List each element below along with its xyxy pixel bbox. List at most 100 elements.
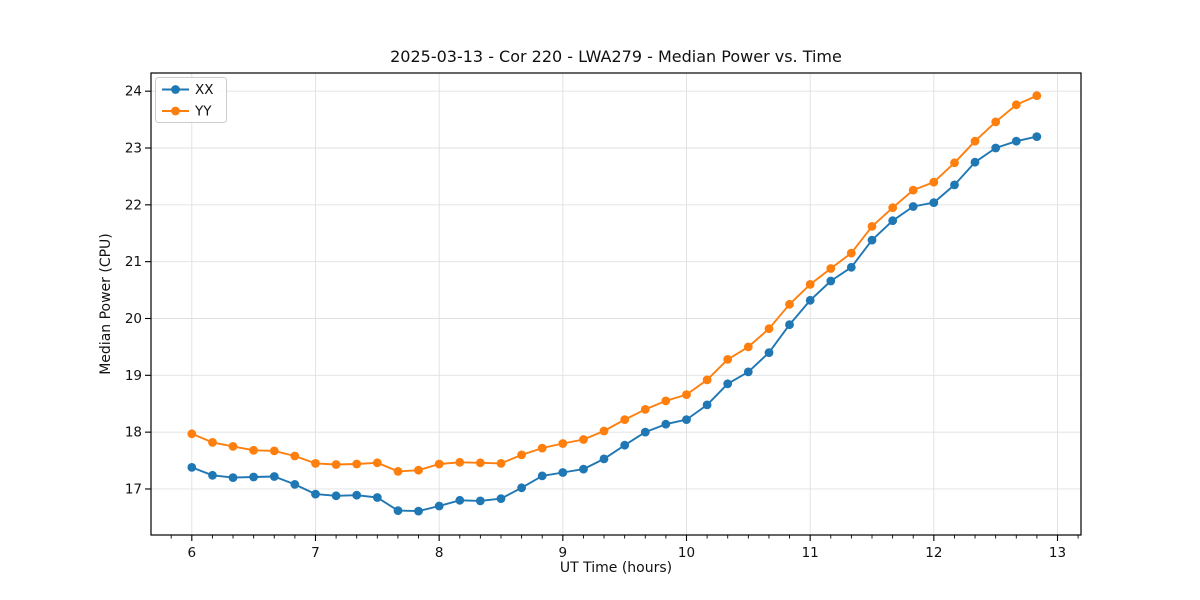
legend-label: YY bbox=[194, 104, 212, 120]
data-point-YY bbox=[579, 435, 588, 444]
data-point-XX bbox=[599, 454, 609, 464]
data-point-XX bbox=[496, 494, 506, 503]
data-point-XX bbox=[826, 276, 836, 286]
legend-marker bbox=[171, 106, 180, 116]
data-point-YY bbox=[826, 264, 836, 273]
data-point-YY bbox=[249, 445, 258, 455]
data-point-XX bbox=[620, 440, 630, 450]
x-tick-label: 6 bbox=[188, 545, 197, 561]
data-point-XX bbox=[970, 157, 980, 167]
data-point-YY bbox=[269, 446, 279, 456]
data-point-XX bbox=[867, 235, 877, 245]
data-point-YY bbox=[455, 457, 465, 467]
data-point-YY bbox=[991, 117, 1001, 127]
data-point-XX bbox=[311, 489, 320, 499]
data-point-XX bbox=[249, 472, 258, 482]
data-point-YY bbox=[764, 324, 774, 334]
data-point-YY bbox=[228, 442, 238, 451]
data-point-XX bbox=[537, 471, 547, 481]
data-point-YY bbox=[661, 396, 671, 406]
data-point-XX bbox=[414, 506, 423, 516]
data-point-YY bbox=[702, 375, 712, 385]
x-tick-label: 8 bbox=[435, 545, 444, 561]
data-point-XX bbox=[269, 472, 279, 481]
y-tick-label: 21 bbox=[125, 254, 142, 270]
data-point-XX bbox=[1011, 136, 1021, 146]
data-point-YY bbox=[805, 280, 815, 289]
x-tick-label: 11 bbox=[802, 545, 819, 561]
data-point-YY bbox=[682, 390, 691, 399]
data-point-XX bbox=[640, 427, 650, 437]
legend-item-YY: YY bbox=[162, 104, 212, 120]
x-tick-label: 10 bbox=[678, 545, 695, 561]
data-point-YY bbox=[1032, 91, 1042, 101]
data-point-YY bbox=[331, 460, 341, 469]
data-point-XX bbox=[208, 470, 217, 480]
data-point-XX bbox=[929, 198, 939, 208]
data-point-YY bbox=[475, 458, 485, 468]
data-point-XX bbox=[908, 202, 918, 211]
legend-marker bbox=[171, 85, 180, 94]
y-tick-label: 23 bbox=[125, 141, 142, 157]
data-point-YY bbox=[785, 299, 794, 309]
data-point-XX bbox=[331, 491, 341, 501]
legend-box bbox=[155, 77, 227, 123]
data-point-XX bbox=[785, 320, 794, 330]
data-point-XX bbox=[723, 379, 733, 389]
data-point-XX bbox=[805, 295, 815, 305]
y-tick-label: 22 bbox=[125, 197, 142, 213]
data-point-YY bbox=[620, 415, 630, 424]
data-point-YY bbox=[517, 450, 526, 460]
data-point-YY bbox=[640, 405, 650, 414]
data-point-YY bbox=[434, 459, 444, 469]
series-XX bbox=[187, 132, 1042, 516]
data-point-YY bbox=[599, 426, 609, 436]
data-point-XX bbox=[950, 180, 959, 190]
y-tick-label: 20 bbox=[125, 311, 142, 327]
legend-label: XX bbox=[195, 82, 214, 98]
data-point-XX bbox=[187, 463, 197, 472]
data-point-XX bbox=[888, 216, 898, 226]
y-tick-label: 24 bbox=[125, 84, 142, 100]
data-point-XX bbox=[517, 483, 526, 493]
x-axis-label: UT Time (hours) bbox=[559, 560, 673, 576]
x-tick-label: 7 bbox=[311, 545, 320, 561]
x-tick-label: 9 bbox=[559, 545, 568, 561]
plot-border bbox=[150, 72, 1082, 536]
data-point-YY bbox=[929, 177, 939, 187]
legend-item-XX: XX bbox=[162, 82, 214, 98]
y-tick-label: 18 bbox=[125, 425, 142, 441]
data-point-YY bbox=[723, 355, 733, 364]
data-point-XX bbox=[455, 495, 465, 505]
data-point-XX bbox=[1032, 132, 1042, 142]
data-point-YY bbox=[743, 342, 753, 352]
data-point-YY bbox=[352, 459, 362, 469]
series-line-YY bbox=[191, 94, 1038, 473]
x-tick-label: 13 bbox=[1049, 545, 1066, 561]
data-point-YY bbox=[1011, 100, 1021, 110]
data-point-XX bbox=[661, 419, 671, 429]
data-point-YY bbox=[414, 465, 423, 475]
data-point-YY bbox=[558, 439, 568, 448]
data-point-YY bbox=[187, 429, 197, 439]
data-point-XX bbox=[393, 506, 403, 515]
y-tick-label: 19 bbox=[125, 368, 142, 384]
data-point-XX bbox=[290, 480, 300, 489]
data-point-XX bbox=[475, 496, 485, 506]
data-point-YY bbox=[950, 158, 959, 168]
data-point-YY bbox=[290, 451, 300, 461]
chart-title: 2025-03-13 - Cor 220 - LWA279 - Median P… bbox=[390, 47, 842, 66]
data-point-XX bbox=[702, 400, 712, 410]
data-point-YY bbox=[496, 459, 506, 468]
data-point-XX bbox=[228, 473, 238, 482]
data-point-XX bbox=[846, 262, 856, 272]
x-tick-label: 12 bbox=[925, 545, 942, 561]
data-point-XX bbox=[352, 490, 362, 500]
data-point-YY bbox=[867, 222, 877, 231]
data-point-XX bbox=[558, 468, 568, 477]
data-point-YY bbox=[908, 185, 918, 195]
data-point-XX bbox=[991, 143, 1001, 153]
data-point-YY bbox=[537, 443, 547, 453]
